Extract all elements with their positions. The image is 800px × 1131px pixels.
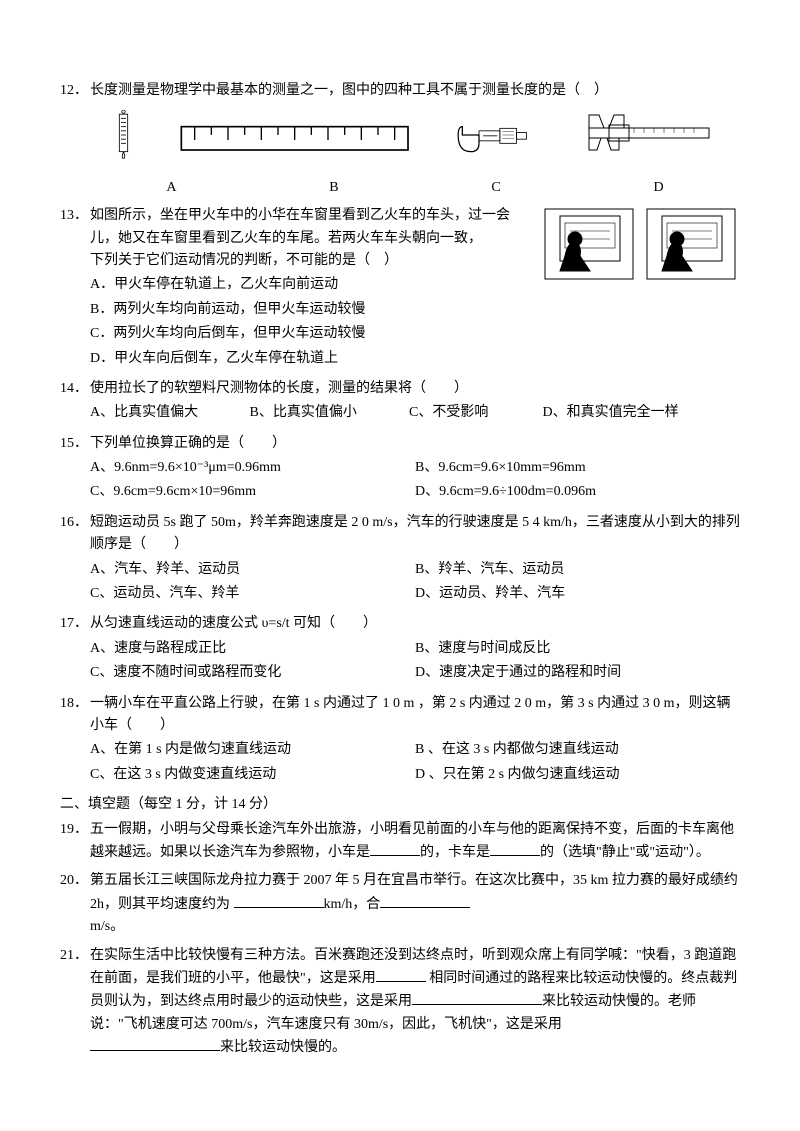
q18-number: 18．: [60, 693, 90, 789]
q18-opt-c: C、在这 3 s 内做变速直线运动: [90, 764, 415, 786]
question-19: 19． 五一假期，小明与父母乘长途汽车外出旅游，小明看见前面的小车与他的距离保持…: [60, 819, 740, 865]
question-12: 12． 长度测量是物理学中最基本的测量之一，图中的四种工具不属于测量长度的是（ …: [60, 80, 740, 102]
q12-text: 长度测量是物理学中最基本的测量之一，图中的四种工具不属于测量长度的是（ ）: [90, 80, 740, 102]
blank-input: [376, 967, 426, 982]
q18-opt-b: B 、在这 3 s 内都做匀速直线运动: [415, 739, 740, 761]
q21-number: 21．: [60, 945, 90, 1060]
question-18: 18． 一辆小车在平直公路上行驶，在第 1 s 内通过了 1 0 m ，第 2 …: [60, 693, 740, 789]
section-2-header: 二、填空题（每空 1 分，计 14 分）: [60, 794, 740, 816]
q16-text: 短跑运动员 5s 跑了 50m，羚羊奔跑速度是 2 0 m/s，汽车的行驶速度是…: [90, 515, 740, 552]
q14-opt-c: C、不受影响: [409, 402, 539, 424]
q15-number: 15．: [60, 433, 90, 506]
q15-opt-b: B、9.6cm=9.6×10mm=96mm: [415, 457, 740, 479]
q13-stem2: 下列关于它们运动情况的判断，不可能的是（ ）: [90, 253, 398, 268]
question-17: 17． 从匀速直线运动的速度公式 υ=s/t 可知（ ） A、速度与路程成正比 …: [60, 613, 740, 686]
blank-input: [234, 893, 324, 908]
q17-number: 17．: [60, 613, 90, 686]
question-21: 21． 在实际生活中比较快慢有三种方法。百米赛跑还没到达终点时，听到观众席上有同…: [60, 945, 740, 1060]
q16-opt-a: A、汽车、羚羊、运动员: [90, 559, 415, 581]
q14-opt-b: B、比真实值偏小: [250, 402, 406, 424]
q14-opt-d: D、和真实值完全一样: [543, 402, 725, 424]
blank-input: [412, 990, 542, 1005]
q14-opt-a: A、比真实值偏大: [90, 402, 246, 424]
q12-label-a: A: [166, 177, 176, 199]
q12-label-b: B: [329, 177, 338, 199]
question-14: 14． 使用拉长了的软塑料尺测物体的长度，测量的结果将（ ） A、比真实值偏大 …: [60, 378, 740, 427]
q12-label-c: C: [491, 177, 500, 199]
q18-text: 一辆小车在平直公路上行驶，在第 1 s 内通过了 1 0 m ，第 2 s 内通…: [90, 696, 731, 733]
blank-input: [490, 841, 540, 856]
q13-stem1: 如图所示，坐在甲火车中的小华在车窗里看到乙火车的车头，过一会儿，她又在车窗里看到…: [90, 208, 510, 245]
q14-number: 14．: [60, 378, 90, 427]
q13-opt-d: D．甲火车向后倒车，乙火车停在轨道上: [90, 348, 740, 370]
q17-opt-b: B、速度与时间成反比: [415, 638, 740, 660]
q16-number: 16．: [60, 512, 90, 608]
ruler-icon: [178, 110, 411, 168]
q20-number: 20．: [60, 870, 90, 938]
q18-opt-a: A、在第 1 s 内是做匀速直线运动: [90, 739, 415, 761]
q12-tools-figure: [60, 110, 740, 168]
q12-labels: A B C D: [60, 177, 740, 199]
question-16: 16． 短跑运动员 5s 跑了 50m，羚羊奔跑速度是 2 0 m/s，汽车的行…: [60, 512, 740, 608]
vernier-caliper-icon: [579, 110, 719, 168]
q17-opt-d: D、速度决定于通过的路程和时间: [415, 662, 740, 684]
q13-number: 13．: [60, 205, 90, 372]
q17-text: 从匀速直线运动的速度公式 υ=s/t 可知（ ）: [90, 616, 377, 631]
blank-input: [90, 1036, 220, 1051]
q15-opt-a: A、9.6nm=9.6×10⁻³μm=0.96mm: [90, 457, 415, 479]
question-20: 20． 第五届长江三峡国际龙舟拉力赛于 2007 年 5 月在宜昌市举行。在这次…: [60, 870, 740, 938]
micrometer-icon: [454, 110, 537, 168]
blank-input: [380, 893, 470, 908]
q20-text2: km/h，合: [324, 897, 381, 912]
q19-number: 19．: [60, 819, 90, 865]
q15-opt-c: C、9.6cm=9.6cm×10=96mm: [90, 481, 415, 503]
q18-opt-d: D 、只在第 2 s 内做匀速直线运动: [415, 764, 740, 786]
q14-text: 使用拉长了的软塑料尺测物体的长度，测量的结果将（ ）: [90, 381, 468, 396]
q12-number: 12．: [60, 80, 90, 102]
q17-opt-a: A、速度与路程成正比: [90, 638, 415, 660]
q13-opt-c: C．两列火车均向后倒车，但甲火车运动较慢: [90, 323, 740, 345]
q15-text: 下列单位换算正确的是（ ）: [90, 436, 286, 451]
q12-label-d: D: [653, 177, 663, 199]
question-13: 13．: [60, 205, 740, 372]
q16-opt-d: D、运动员、羚羊、汽车: [415, 583, 740, 605]
q20-text3: m/s。: [90, 919, 124, 934]
q19-text2: 的，卡车是: [420, 845, 490, 860]
q17-opt-c: C、速度不随时间或路程而变化: [90, 662, 415, 684]
blank-input: [370, 841, 420, 856]
q16-opt-b: B、羚羊、汽车、运动员: [415, 559, 740, 581]
q15-opt-d: D、9.6cm=9.6÷100dm=0.096m: [415, 481, 740, 503]
q13-figure-train: [540, 201, 740, 311]
q21-text4: 来比较运动快慢的。: [220, 1040, 346, 1055]
spring-scale-icon: [111, 110, 136, 168]
q19-text3: 的（选填"静止"或"运动"）。: [540, 845, 710, 860]
q16-opt-c: C、运动员、汽车、羚羊: [90, 583, 415, 605]
question-15: 15． 下列单位换算正确的是（ ） A、9.6nm=9.6×10⁻³μm=0.9…: [60, 433, 740, 506]
